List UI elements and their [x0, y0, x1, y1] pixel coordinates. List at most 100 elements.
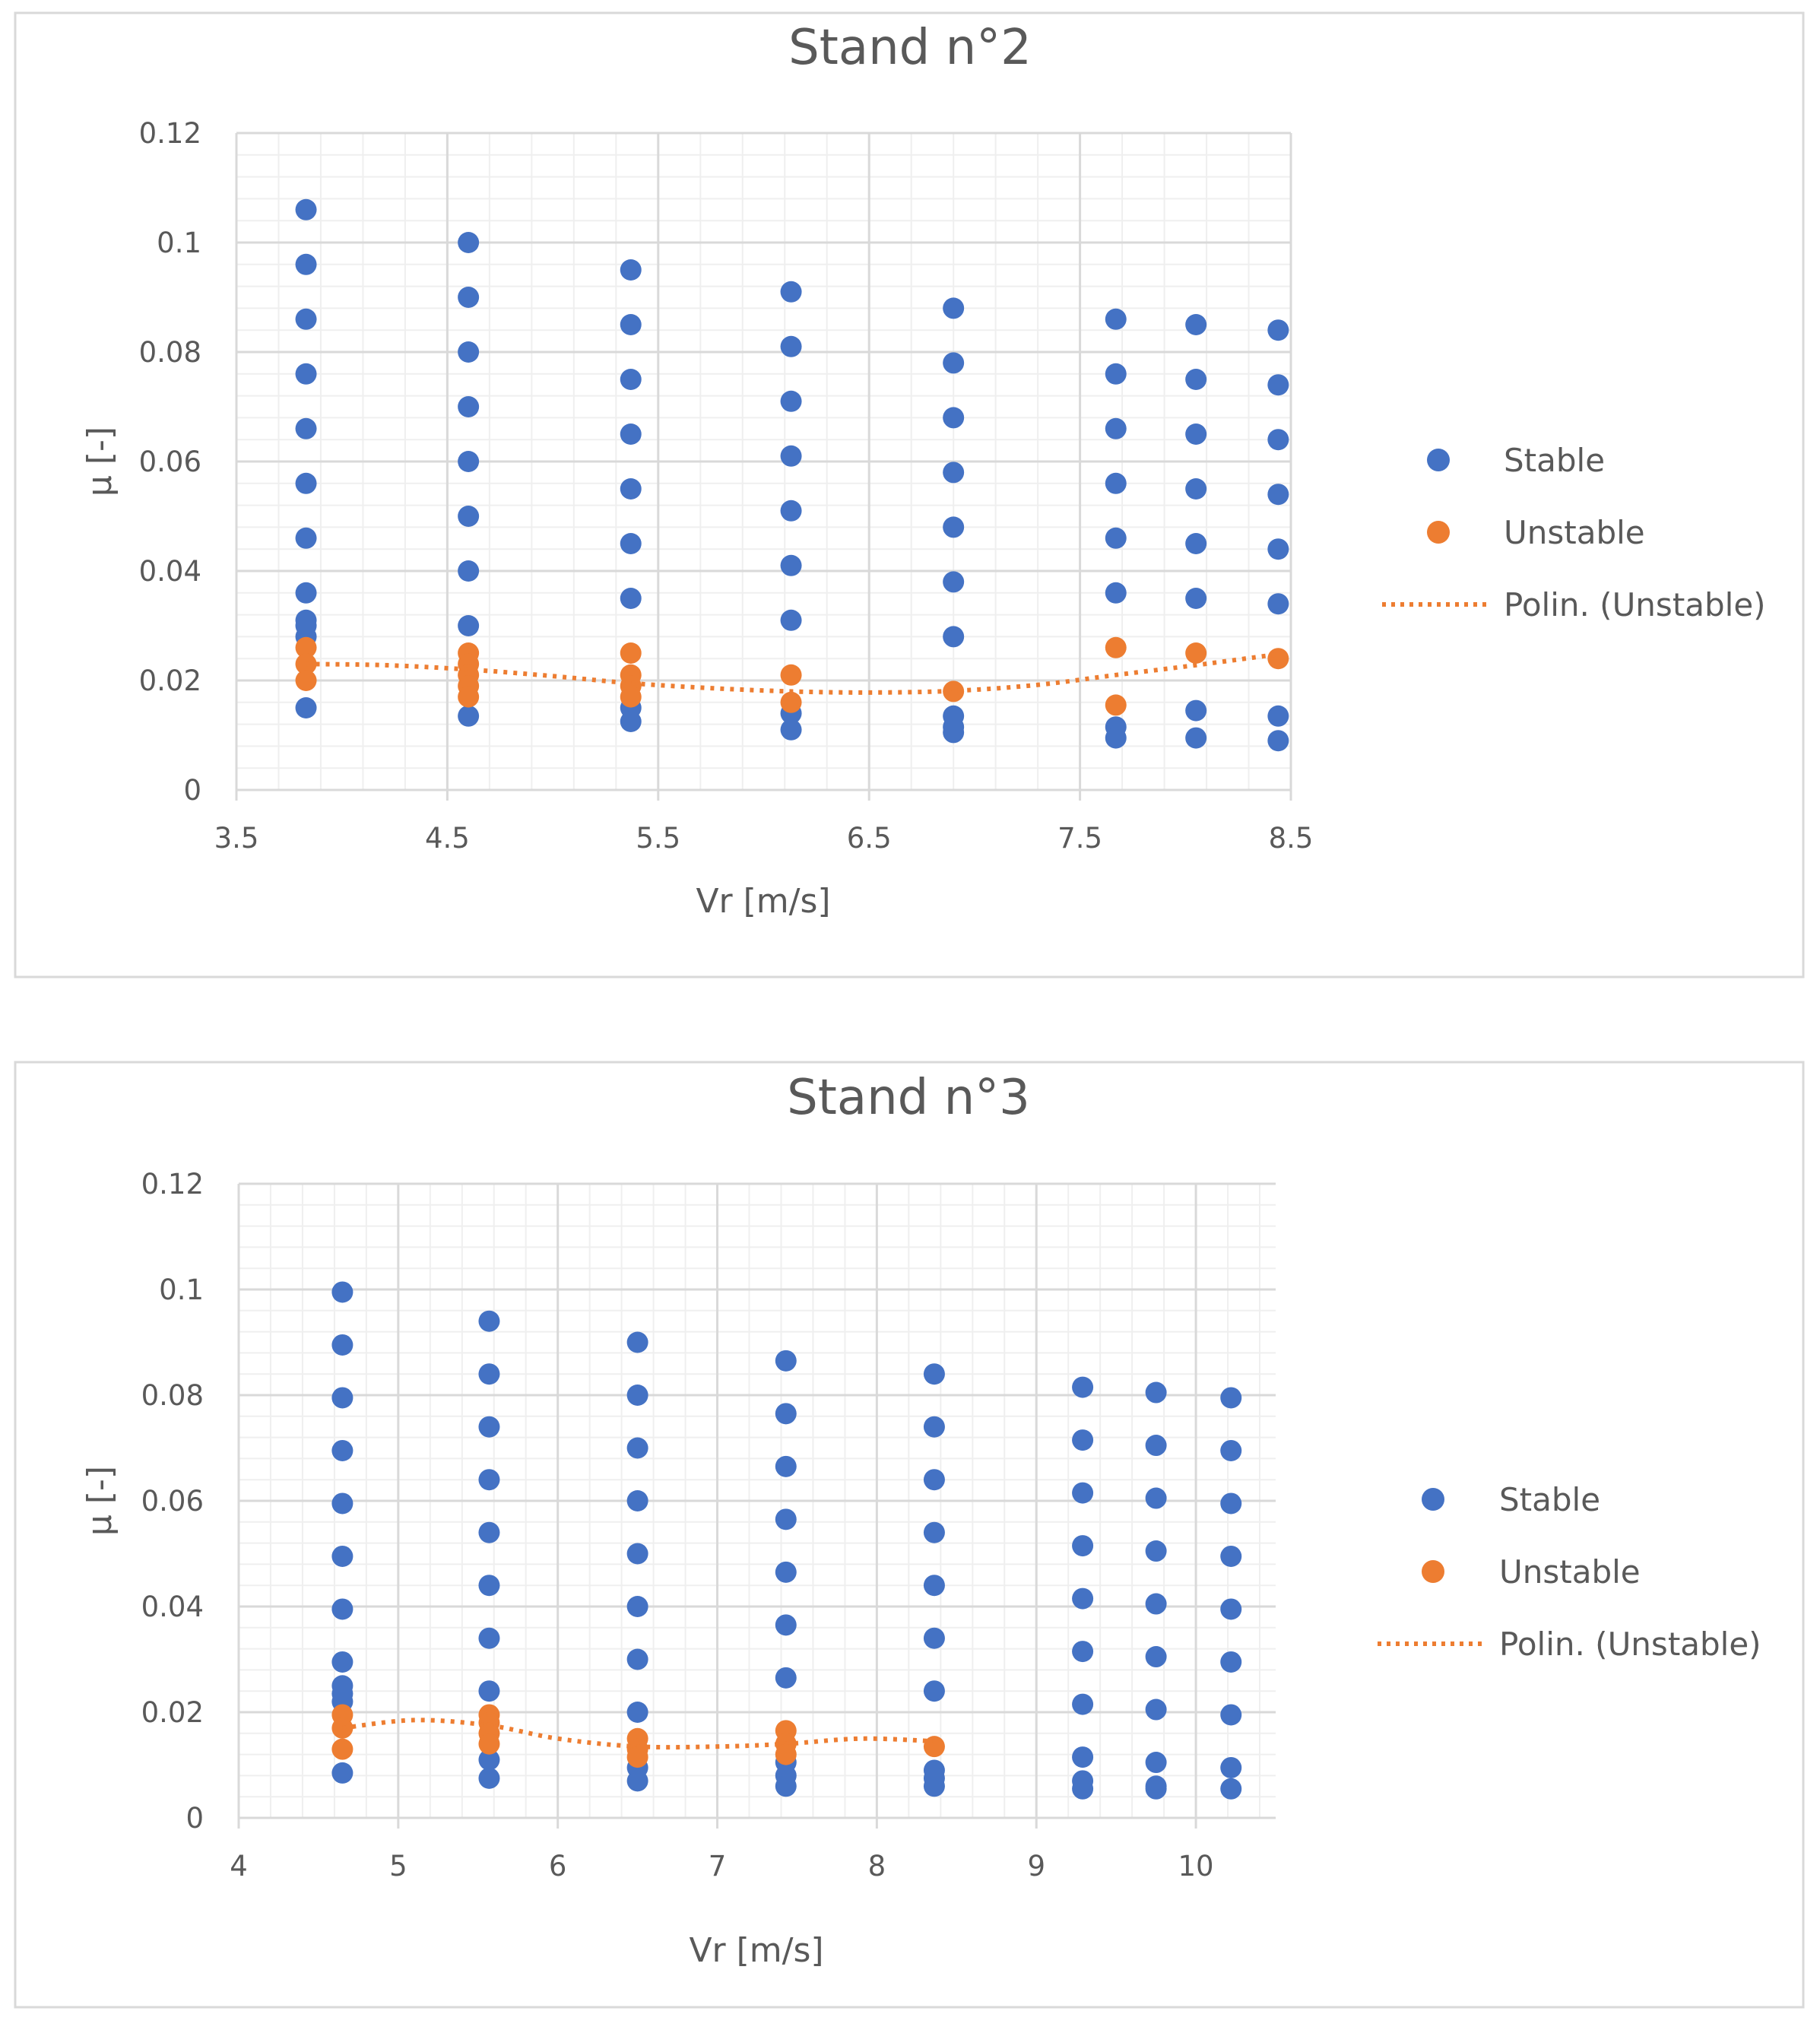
stable-point [458, 396, 480, 417]
stable-point [620, 423, 642, 445]
stable-point [775, 1508, 797, 1530]
data-points [295, 198, 1289, 752]
stable-point [775, 1350, 797, 1372]
stable-point [1185, 699, 1207, 722]
stable-point [295, 198, 317, 220]
stable-point [478, 1680, 500, 1702]
stable-point [780, 445, 802, 467]
stable-point [1145, 1435, 1167, 1457]
stable-point [1105, 527, 1127, 549]
stable-point [1072, 1376, 1094, 1398]
unstable-point [775, 1743, 797, 1765]
stable-point [1072, 1535, 1094, 1557]
chart-frame [14, 11, 1805, 979]
stable-point [620, 533, 642, 554]
stable-point [923, 1416, 945, 1438]
legend-trend-label: Polin. (Unstable) [1499, 1626, 1761, 1663]
unstable-point [478, 1733, 500, 1755]
legend-stable-label: Stable [1504, 442, 1605, 479]
stable-point [1267, 374, 1289, 396]
data-points [331, 1281, 1242, 1800]
stable-point [1072, 1746, 1094, 1768]
legend-unstable-label: Unstable [1504, 514, 1645, 551]
stable-point [458, 232, 480, 253]
stable-point [1072, 1778, 1094, 1800]
stable-point [780, 500, 802, 522]
unstable-point [780, 691, 802, 713]
stable-point [1220, 1778, 1242, 1800]
stable-point [1185, 533, 1207, 554]
stable-point [1267, 705, 1289, 727]
stable-point [1072, 1429, 1094, 1451]
unstable-point [1267, 648, 1289, 670]
stable-point [1145, 1699, 1167, 1721]
stable-point [331, 1492, 354, 1515]
stable-point [331, 1762, 354, 1784]
stable-point [295, 417, 317, 439]
stable-point [478, 1627, 500, 1649]
chart-stand-2: Stand n°2 3.5 4.5 5.5 6.5 7.5 8.5 0 0.02 0.04 0.0… [14, 11, 1805, 979]
stable-point [923, 1575, 945, 1597]
stable-point [626, 1596, 648, 1617]
y-tick-label: 0.12 [139, 117, 201, 150]
stable-point [295, 253, 317, 275]
x-axis-title: Vr [m/s] [696, 882, 830, 921]
stable-point [943, 352, 965, 374]
stable-point [1185, 369, 1207, 390]
stable-point [1072, 1641, 1094, 1663]
stable-point [331, 1387, 354, 1409]
stable-point [943, 297, 965, 319]
unstable-point [943, 680, 965, 703]
stable-point [1105, 308, 1127, 330]
chart-title: Stand n°2 [788, 20, 1032, 76]
stable-point [943, 571, 965, 593]
legend-trend-label: Polin. (Unstable) [1504, 586, 1766, 623]
unstable-point [1185, 642, 1207, 664]
y-tick-label: 0.04 [141, 1591, 204, 1623]
stable-point [775, 1775, 797, 1797]
stable-point [1220, 1387, 1242, 1409]
stable-point [923, 1521, 945, 1543]
stable-point [775, 1455, 797, 1477]
stable-point [1145, 1487, 1167, 1509]
stable-point [295, 697, 317, 718]
trendline-unstable [342, 1718, 935, 1750]
stable-point [458, 615, 480, 636]
stable-point [1220, 1598, 1242, 1620]
stable-point [1185, 727, 1207, 749]
unstable-point [295, 670, 317, 691]
stable-point [331, 1545, 354, 1567]
x-tick-label: 3.5 [214, 822, 259, 855]
x-tick-label: 6 [549, 1850, 567, 1883]
stable-point [620, 369, 642, 390]
stable-point [295, 527, 317, 549]
stable-point [780, 335, 802, 357]
unstable-point [780, 664, 802, 686]
stable-point [1220, 1704, 1242, 1726]
stable-point [923, 1627, 945, 1649]
chart-stand-3: Stand n°3 4 5 6 7 8 9 10 0 0.02 0.04 0.06 0.08 0.1 0.… [14, 1061, 1805, 2009]
stable-point [1220, 1756, 1242, 1778]
x-tick-label: 5 [389, 1850, 407, 1883]
legend-unstable-label: Unstable [1499, 1553, 1641, 1591]
y-tick-label: 0.06 [139, 446, 201, 478]
stable-point [295, 472, 317, 494]
stable-point [1145, 1381, 1167, 1404]
stable-point [1185, 588, 1207, 609]
stable-point [626, 1648, 648, 1670]
legend-stable-label: Stable [1499, 1481, 1600, 1518]
legend-stable-marker [1427, 449, 1450, 471]
y-tick-label: 0 [183, 774, 201, 807]
gridlines: 3.5 4.5 5.5 6.5 7.5 8.5 0 0.02 0.04 0.06 0.08 0.1 0.… [139, 117, 1314, 855]
x-tick-label: 8 [868, 1850, 886, 1883]
unstable-point [923, 1736, 945, 1758]
stable-point [1145, 1778, 1167, 1800]
stable-point [923, 1775, 945, 1797]
x-axis-title: Vr [m/s] [689, 1931, 823, 1970]
y-axis-title: μ [-] [81, 1466, 119, 1536]
stable-point [1267, 593, 1289, 615]
stable-point [626, 1702, 648, 1723]
stable-point [775, 1614, 797, 1636]
stable-point [1267, 484, 1289, 506]
stable-point [923, 1363, 945, 1385]
